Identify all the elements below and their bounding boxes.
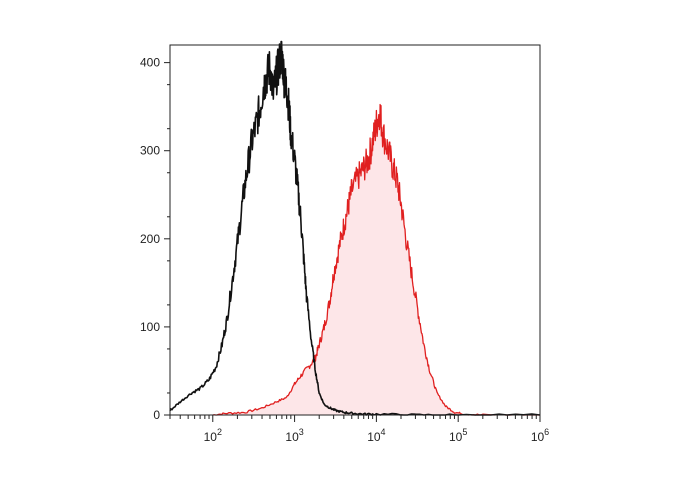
x-tick-label: 102 bbox=[204, 427, 222, 444]
series-0-line bbox=[169, 40, 541, 416]
plot-frame bbox=[169, 44, 541, 416]
y-tick-label: 400 bbox=[140, 56, 160, 70]
x-tick-label: 103 bbox=[285, 427, 303, 444]
series-1-area bbox=[212, 104, 541, 415]
x-axis: 102 103 104 105 106 bbox=[169, 415, 549, 444]
x-tick-label: 106 bbox=[531, 427, 549, 444]
y-axis: 0 100 200 300 400 bbox=[140, 56, 170, 422]
series-layer bbox=[169, 40, 541, 416]
x-tick-label: 105 bbox=[449, 427, 467, 444]
y-tick-label: 0 bbox=[153, 408, 160, 422]
series-1-line bbox=[212, 103, 540, 416]
y-tick-label: 100 bbox=[140, 320, 160, 334]
y-tick-label: 200 bbox=[140, 232, 160, 246]
y-tick-label: 300 bbox=[140, 144, 160, 158]
x-tick-label: 104 bbox=[367, 427, 385, 444]
